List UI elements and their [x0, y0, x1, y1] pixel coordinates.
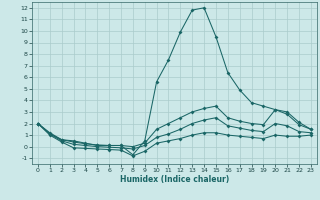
X-axis label: Humidex (Indice chaleur): Humidex (Indice chaleur)	[120, 175, 229, 184]
